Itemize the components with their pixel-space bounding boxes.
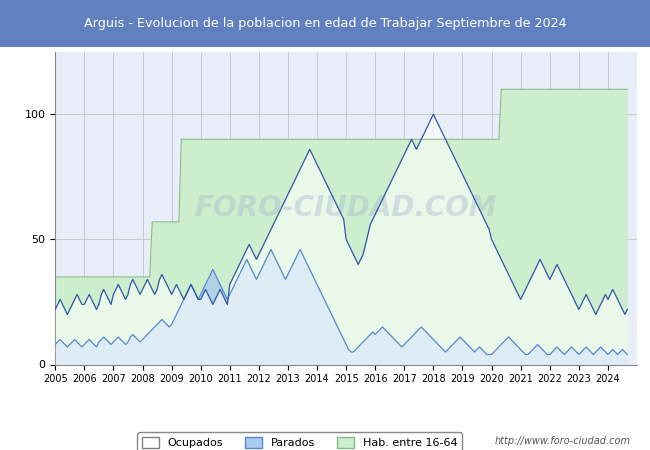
Text: Arguis - Evolucion de la poblacion en edad de Trabajar Septiembre de 2024: Arguis - Evolucion de la poblacion en ed… <box>84 17 566 30</box>
Legend: Ocupados, Parados, Hab. entre 16-64: Ocupados, Parados, Hab. entre 16-64 <box>137 432 462 450</box>
Text: FORO-CIUDAD.COM: FORO-CIUDAD.COM <box>195 194 497 222</box>
Text: http://www.foro-ciudad.com: http://www.foro-ciudad.com <box>495 436 630 446</box>
